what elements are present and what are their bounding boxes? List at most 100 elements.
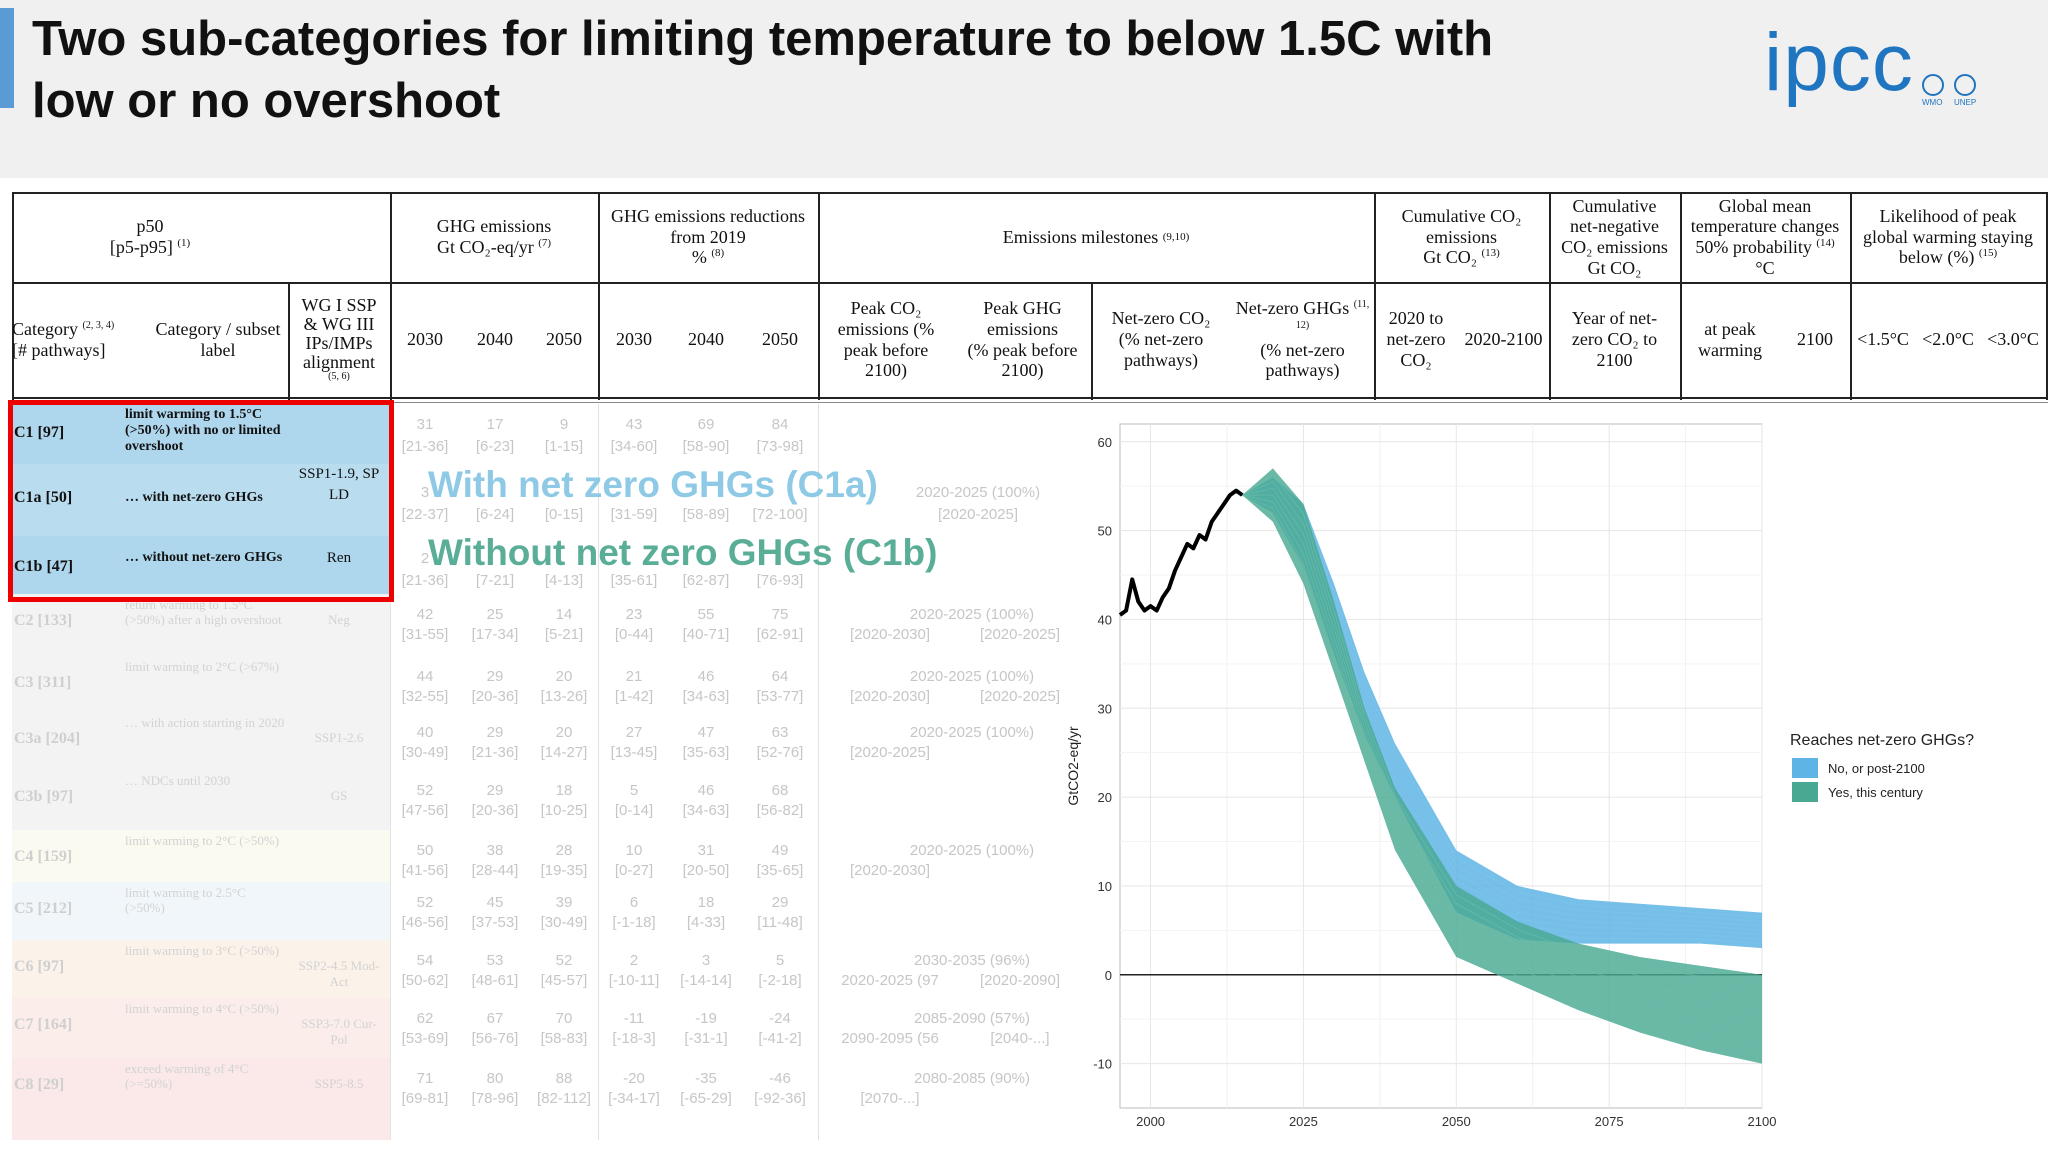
- faded-milestone-2: [2020-2030]: [849, 626, 931, 643]
- faded-red-range: [35-65]: [756, 862, 804, 879]
- header-cumulative-neg-line3: CO₂ emissions: [1561, 237, 1668, 257]
- c1-ghg-range-2030: [21-36]: [401, 438, 449, 455]
- header-ghg-emissions-text: GHG emissions: [436, 216, 552, 237]
- faded-ghg-range: [30-49]: [540, 914, 588, 931]
- faded-category: C3a [204]: [14, 730, 81, 747]
- header-milestones: Emissions milestones (9,10): [818, 192, 1374, 282]
- header-likelihood-text: Likelihood of peak: [1879, 205, 2017, 226]
- faded-ssp: Neg: [328, 612, 350, 627]
- header-year-2040: 2040: [477, 329, 513, 350]
- c1-red-range-2030: [34-60]: [610, 438, 658, 455]
- faded-category: C8 [29]: [14, 1076, 65, 1093]
- c1-ghg-2040: 17: [486, 416, 504, 433]
- faded-ghg-value: 52: [555, 952, 573, 969]
- faded-category: C3 [311]: [14, 674, 72, 691]
- label-c1b: … without net-zero GHGs: [125, 550, 283, 565]
- historical-line: [1118, 488, 1244, 617]
- faded-ghg-value: 50: [416, 842, 434, 859]
- c1a-red-range-2040: [58-89]: [682, 506, 730, 523]
- y-tick-label: -10: [1093, 1057, 1112, 1072]
- header-subset-label-text-2: label: [200, 339, 236, 360]
- faded-ghg-range: [82-112]: [537, 1090, 591, 1107]
- faded-red-value: -11: [623, 1010, 645, 1027]
- header-cum-2020-netzero: 2020 to net-zero CO₂: [1374, 282, 1458, 397]
- header-ghg-reductions-unit-line: % (8): [692, 247, 724, 268]
- faded-red-range: [11-48]: [757, 914, 803, 931]
- header-ghg-reductions-unit: %: [691, 247, 707, 268]
- c1-red-2040: 69: [697, 416, 715, 433]
- faded-ghg-value: 25: [486, 606, 504, 623]
- faded-red-range: [62-91]: [756, 626, 804, 643]
- faded-label: … NDCs until 2030: [125, 773, 231, 788]
- faded-ghg-value: 20: [555, 724, 573, 741]
- header-cumulative-co2: Cumulative CO₂ emissions Gt CO₂ (13): [1374, 192, 1549, 282]
- c1-ghg-range-2050: [1-15]: [544, 438, 584, 455]
- c1a-red-range-2030: [31-59]: [610, 506, 658, 523]
- faded-red-range: [-14-14]: [680, 972, 732, 989]
- x-tick-label: 2100: [1748, 1114, 1777, 1129]
- c1-red-range-2050: [73-98]: [756, 438, 804, 455]
- col-line: [288, 282, 290, 400]
- faded-ghg-range: [56-76]: [471, 1030, 519, 1047]
- c1-red-2050: 84: [771, 416, 789, 433]
- faded-red-range: [-92-36]: [754, 1090, 806, 1107]
- faded-red-range: [53-77]: [756, 688, 804, 705]
- pathway-line: [1242, 494, 1763, 1053]
- faded-red-value: 46: [697, 782, 715, 799]
- faded-red-value: 5: [775, 952, 785, 969]
- faded-red-value: 21: [625, 668, 643, 685]
- wmo-label: WMO: [1922, 98, 1943, 107]
- logo-badges: WMO UNEP: [1920, 74, 1992, 112]
- faded-ghg-value: 80: [486, 1070, 504, 1087]
- faded-ghg-value: 42: [416, 606, 434, 623]
- col-line: [2046, 192, 2048, 400]
- c1b-ghg-range-2030: [21-36]: [401, 572, 449, 589]
- header-likelihood: Likelihood of peak global warming stayin…: [1850, 192, 2046, 282]
- faded-ghg-range: [78-96]: [471, 1090, 519, 1107]
- emissions-chart-svg: 2000 2025 2050 2075 2100 -10 0 10 20 30 40 50 60 GtCO…: [1065, 423, 1777, 1129]
- header-p5p95-line: [p5-p95] (1): [110, 237, 190, 258]
- faded-ghg-range: [69-81]: [401, 1090, 449, 1107]
- header-peak-co2: Peak CO₂ emissions (% peak before 2100): [818, 282, 954, 397]
- emissions-chart: 2000 2025 2050 2075 2100 -10 0 10 20 30 40 50 60 GtCO…: [1060, 418, 2048, 1142]
- legend-label-yes: Yes, this century: [1828, 785, 1923, 800]
- ipcc-logo-text: ipcc: [1764, 17, 1914, 108]
- faded-milestone-1: 2020-2025 (100%): [909, 724, 1035, 741]
- scenario-table: p50 [p5-p95] (1) GHG emissions Gt CO₂-eq…: [12, 192, 2048, 1142]
- faded-ghg-range: [21-36]: [471, 744, 519, 761]
- faded-milestone-2: [2020-2030]: [849, 862, 931, 879]
- faded-ghg-range: [28-44]: [471, 862, 519, 879]
- faded-ghg-range: [5-21]: [544, 626, 584, 643]
- faded-category: C2 [133]: [14, 612, 73, 629]
- faded-ghg-range: [58-83]: [540, 1030, 588, 1047]
- faded-row-bg: [12, 882, 390, 940]
- header-year-netzero-text: Year of net-: [1571, 308, 1658, 329]
- pathway-line: [1242, 487, 1763, 1009]
- c1b-ghg-range-2040: [7-21]: [475, 572, 515, 589]
- faded-milestone-2: 2020-2025 (97: [841, 972, 939, 989]
- header-year-netzero-text-3: 2100: [1596, 349, 1633, 370]
- header-year-netzero: Year of net- zero CO₂ to 2100: [1549, 282, 1680, 397]
- header-ghg-reductions: GHG emissions reductions from 2019 % (8): [598, 192, 818, 282]
- header-cumulative-co2-unit: Gt CO₂: [1423, 247, 1477, 268]
- label-c1a: … with net-zero GHGs: [125, 490, 263, 505]
- header-cum-2020-text: 2020 to: [1388, 308, 1444, 329]
- faded-red-value: 49: [771, 842, 789, 859]
- header-wg-text-2: & WG III: [303, 314, 375, 335]
- faded-red-range: [56-82]: [756, 802, 804, 819]
- header-net-zero-co2-text-3: pathways): [1124, 349, 1198, 370]
- header-net-zero-ghg-text: Net-zero GHGs: [1235, 298, 1350, 319]
- header-bottom-border-2: [12, 402, 2048, 403]
- header-gmt: Global mean temperature changes 50% prob…: [1680, 192, 1850, 282]
- faded-red-range: [-34-17]: [608, 1090, 660, 1107]
- faded-red-range: [-65-29]: [680, 1090, 732, 1107]
- header-p5p95-note: (1): [177, 237, 191, 249]
- faded-red-range: [-41-2]: [758, 1030, 802, 1047]
- faded-ghg-value: 62: [416, 1010, 434, 1027]
- faded-ghg-range: [32-55]: [401, 688, 449, 705]
- c1b-red-range-2050: [76-93]: [756, 572, 804, 589]
- header-peak-ghg-text-3: (% peak before: [967, 339, 1078, 360]
- faded-category: C5 [212]: [14, 900, 73, 917]
- faded-row-bg: [12, 830, 390, 882]
- faded-ghg-range: [10-25]: [540, 802, 588, 819]
